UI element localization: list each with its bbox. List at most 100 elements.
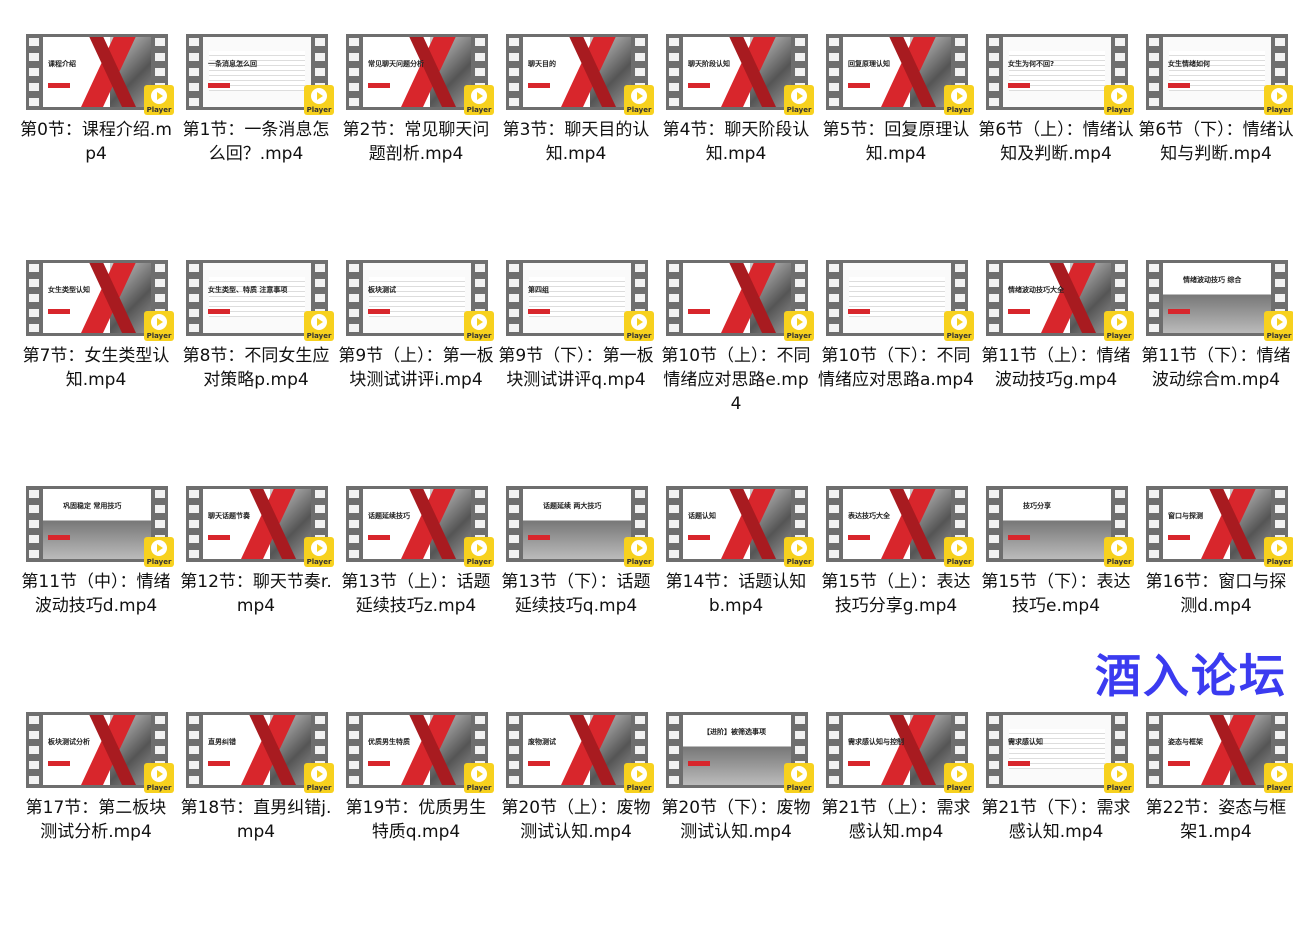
video-thumbnail[interactable]: 需求感认知与控制 Player (826, 712, 974, 793)
file-item[interactable]: 需求感认知 Player 第21节（下）：需求感认知.mp4 (978, 712, 1138, 938)
file-name: 第7节：女生类型认知.mp4 (22, 346, 170, 390)
video-thumbnail[interactable]: 直男纠错 Player (186, 712, 334, 793)
file-item[interactable]: 女生为何不回? Player 第6节（上）：情绪认知及判断.mp4 (978, 34, 1138, 260)
file-name: 第10节（下）：不同情绪应对思路a.mp4 (818, 346, 974, 390)
slide-preview: 优质男生特质 (363, 715, 471, 785)
video-thumbnail[interactable]: 话题延续 两大技巧 Player (506, 486, 654, 567)
file-item[interactable]: 女生类型、特质 注意事项 Player 第8节：不同女生应对策略p.mp4 (178, 260, 338, 486)
video-thumbnail[interactable]: 【进阶】被筛选事项 Player (666, 712, 814, 793)
slide-preview: 板块测试 (363, 263, 471, 333)
video-thumbnail[interactable]: 姿态与框架 Player (1146, 712, 1293, 793)
video-thumbnail[interactable]: 表达技巧大全 Player (826, 486, 974, 567)
film-strip-left (509, 490, 519, 558)
play-icon (951, 88, 967, 104)
video-thumbnail[interactable]: 技巧分享 Player (986, 486, 1134, 567)
player-badge-icon: Player (1104, 85, 1134, 115)
file-name: 第2节：常见聊天问题剖析.mp4 (342, 120, 490, 164)
file-item[interactable]: 需求感认知与控制 Player 第21节（上）：需求感认知.mp4 (818, 712, 978, 938)
file-item[interactable]: 常见聊天问题分析 Player 第2节：常见聊天问题剖析.mp4 (338, 34, 498, 260)
player-badge-icon: Player (1104, 763, 1134, 793)
file-item[interactable]: 姿态与框架 Player 第22节：姿态与框架1.mp4 (1138, 712, 1293, 938)
file-item[interactable]: 板块测试分析 Player 第17节：第二板块测试分析.mp4 (18, 712, 178, 938)
file-item[interactable]: 课程介绍 Player 第0节：课程介绍.mp4 (18, 34, 178, 260)
file-item[interactable]: 第四组 Player 第9节（下）：第一板块测试讲评q.mp4 (498, 260, 658, 486)
file-item[interactable]: 回复原理认知 Player 第5节：回复原理认知.mp4 (818, 34, 978, 260)
player-badge-label: Player (306, 332, 332, 340)
video-thumbnail[interactable]: 板块测试分析 Player (26, 712, 174, 793)
video-thumbnail[interactable]: 第四组 Player (506, 260, 654, 341)
video-thumbnail[interactable]: 回复原理认知 Player (826, 34, 974, 115)
video-thumbnail[interactable]: 需求感认知 Player (986, 712, 1134, 793)
file-name: 第17节：第二板块测试分析.mp4 (25, 798, 167, 842)
slide-preview: 板块测试分析 (43, 715, 151, 785)
player-badge-icon: Player (784, 537, 814, 567)
file-item[interactable]: 一条消息怎么回 Player 第1节：一条消息怎么回？.mp4 (178, 34, 338, 260)
file-item[interactable]: 巩固稳定 常用技巧 Player 第11节（中）：情绪波动技巧d.mp4 (18, 486, 178, 712)
video-thumbnail[interactable]: 窗口与探测 Player (1146, 486, 1293, 567)
slide-title: 女生为何不回? (1008, 60, 1055, 68)
file-item[interactable]: 情绪波动技巧 综合 Player 第11节（下）：情绪波动综合m.mp4 (1138, 260, 1293, 486)
video-thumbnail[interactable]: 课程介绍 Player (26, 34, 174, 115)
video-thumbnail[interactable]: 女生为何不回? Player (986, 34, 1134, 115)
file-item[interactable]: Player 第10节（上）：不同情绪应对思路e.mp4 (658, 260, 818, 486)
file-item[interactable]: 【进阶】被筛选事项 Player 第20节（下）：废物测试认知.mp4 (658, 712, 818, 938)
file-item[interactable]: 话题延续 两大技巧 Player 第13节（下）：话题延续技巧q.mp4 (498, 486, 658, 712)
file-item[interactable]: 直男纠错 Player 第18节：直男纠错j.mp4 (178, 712, 338, 938)
file-item[interactable]: 板块测试 Player 第9节（上）：第一板块测试讲评i.mp4 (338, 260, 498, 486)
file-item[interactable]: 窗口与探测 Player 第16节：窗口与探测d.mp4 (1138, 486, 1293, 712)
file-item[interactable]: 情绪波动技巧大全 Player 第11节（上）：情绪波动技巧g.mp4 (978, 260, 1138, 486)
player-badge-icon: Player (1104, 311, 1134, 341)
slide-title: 【进阶】被筛选事项 (703, 728, 766, 736)
video-thumbnail[interactable]: 板块测试 Player (346, 260, 494, 341)
slide-title: 情绪波动技巧大全 (1008, 286, 1064, 294)
player-badge-icon: Player (304, 763, 334, 793)
file-item[interactable]: 话题延续技巧 Player 第13节（上）：话题延续技巧z.mp4 (338, 486, 498, 712)
player-badge-icon: Player (304, 85, 334, 115)
file-item[interactable]: 技巧分享 Player 第15节（下）：表达技巧e.mp4 (978, 486, 1138, 712)
video-thumbnail[interactable]: 情绪波动技巧大全 Player (986, 260, 1134, 341)
file-grid: 课程介绍 Player 第0节：课程介绍.mp4 一条消息怎么回 Player … (18, 34, 1293, 938)
player-badge-label: Player (146, 332, 172, 340)
video-thumbnail[interactable]: 一条消息怎么回 Player (186, 34, 334, 115)
film-strip-left (189, 716, 199, 784)
video-thumbnail[interactable]: 女生类型、特质 注意事项 Player (186, 260, 334, 341)
video-thumbnail[interactable]: 聊天目的 Player (506, 34, 654, 115)
player-badge-icon: Player (1264, 763, 1293, 793)
player-badge-icon: Player (464, 763, 494, 793)
file-item[interactable]: 废物测试 Player 第20节（上）：废物测试认知.mp4 (498, 712, 658, 938)
video-thumbnail[interactable]: 优质男生特质 Player (346, 712, 494, 793)
slide-title: 话题延续技巧 (368, 512, 410, 520)
slide-preview: 情绪波动技巧大全 (1003, 263, 1111, 333)
video-thumbnail[interactable]: 巩固稳定 常用技巧 Player (26, 486, 174, 567)
video-thumbnail[interactable]: Player (826, 260, 974, 341)
file-item[interactable]: 女生类型认知 Player 第7节：女生类型认知.mp4 (18, 260, 178, 486)
file-item[interactable]: 话题认知 Player 第14节：话题认知b.mp4 (658, 486, 818, 712)
film-strip-left (29, 264, 39, 332)
video-thumbnail[interactable]: 聊天话题节奏 Player (186, 486, 334, 567)
file-item[interactable]: 表达技巧大全 Player 第15节（上）：表达技巧分享g.mp4 (818, 486, 978, 712)
slide-preview: 女生类型认知 (43, 263, 151, 333)
video-thumbnail[interactable]: 废物测试 Player (506, 712, 654, 793)
video-thumbnail[interactable]: Player (666, 260, 814, 341)
video-thumbnail[interactable]: 话题认知 Player (666, 486, 814, 567)
file-item[interactable]: 聊天目的 Player 第3节：聊天目的认知.mp4 (498, 34, 658, 260)
video-thumbnail[interactable]: 常见聊天问题分析 Player (346, 34, 494, 115)
slide-title: 常见聊天问题分析 (368, 60, 424, 68)
file-item[interactable]: Player 第10节（下）：不同情绪应对思路a.mp4 (818, 260, 978, 486)
video-thumbnail[interactable]: 女生类型认知 Player (26, 260, 174, 341)
player-badge-label: Player (146, 106, 172, 114)
player-badge-label: Player (626, 558, 652, 566)
film-strip-left (189, 490, 199, 558)
file-item[interactable]: 优质男生特质 Player 第19节：优质男生特质q.mp4 (338, 712, 498, 938)
file-name: 第14节：话题认知b.mp4 (665, 572, 807, 616)
file-item[interactable]: 聊天话题节奏 Player 第12节：聊天节奏r.mp4 (178, 486, 338, 712)
video-thumbnail[interactable]: 女生情绪如何 Player (1146, 34, 1293, 115)
video-thumbnail[interactable]: 聊天阶段认知 Player (666, 34, 814, 115)
video-thumbnail[interactable]: 话题延续技巧 Player (346, 486, 494, 567)
slide-preview: 女生类型、特质 注意事项 (203, 263, 311, 333)
play-icon (1111, 314, 1127, 330)
file-name: 第18节：直男纠错j.mp4 (180, 798, 332, 842)
file-item[interactable]: 女生情绪如何 Player 第6节（下）：情绪认知与判断.mp4 (1138, 34, 1293, 260)
video-thumbnail[interactable]: 情绪波动技巧 综合 Player (1146, 260, 1293, 341)
file-item[interactable]: 聊天阶段认知 Player 第4节：聊天阶段认知.mp4 (658, 34, 818, 260)
